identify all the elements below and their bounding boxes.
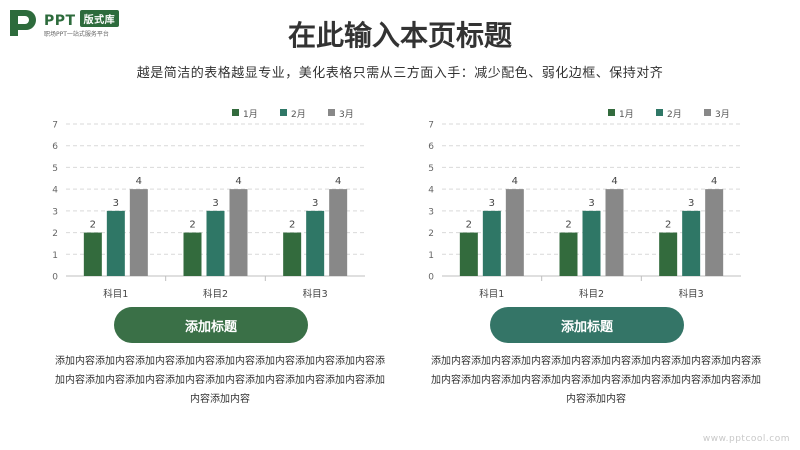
x-category-label: 科目3 <box>679 288 704 300</box>
legend-swatch <box>608 109 615 116</box>
bar-data-label: 3 <box>489 198 495 209</box>
bar-data-label: 2 <box>466 220 472 231</box>
bar-2月-科目2 <box>206 210 225 276</box>
x-category-label: 科目2 <box>579 288 604 300</box>
left-panel: 0 1 2 3 4 5 6 7 2 3 4 科目1 2 3 4 科目2 2 3 4 科目3 1月 2月 3月 添加标题 添加… <box>50 100 410 405</box>
right-add-title-button[interactable]: 添加标题 <box>490 307 684 343</box>
logo-name: PPT 版式库 <box>44 10 120 29</box>
legend-swatch <box>328 109 335 116</box>
page-title: 在此输入本页标题 <box>287 19 512 52</box>
legend-label: 2月 <box>667 109 682 120</box>
legend-label: 3月 <box>339 109 354 120</box>
bar-data-label: 4 <box>611 176 617 187</box>
bar-data-label: 3 <box>312 198 318 209</box>
bar-data-label: 4 <box>335 176 341 187</box>
bar-data-label: 4 <box>711 176 717 187</box>
right-bar-chart: 0 1 2 3 4 5 6 7 2 3 4 科目1 2 3 4 科目2 2 3 4 科目3 1月 2月 3月 <box>428 109 741 300</box>
bar-1月-科目1 <box>459 232 478 276</box>
legend-swatch <box>656 109 663 116</box>
bar-2月-科目1 <box>482 210 501 276</box>
bar-2月-科目3 <box>682 210 701 276</box>
y-tick-label: 3 <box>52 207 58 217</box>
logo-mark-icon <box>10 10 36 36</box>
y-tick-label: 7 <box>52 121 58 131</box>
left-description: 添加内容添加内容添加内容添加内容添加内容添加内容添加内容添加内容添加内容添加内容… <box>55 356 385 405</box>
right-panel: 0 1 2 3 4 5 6 7 2 3 4 科目1 2 3 4 科目2 2 3 4 科目3 1月 2月 3月 添加标题 添加… <box>426 100 786 405</box>
bar-3月-科目1 <box>129 189 148 276</box>
bar-1月-科目1 <box>83 232 102 276</box>
bar-3月-科目2 <box>229 189 248 276</box>
x-category-label: 科目1 <box>479 288 504 300</box>
right-description: 添加内容添加内容添加内容添加内容添加内容添加内容添加内容添加内容添加内容添加内容… <box>431 356 761 405</box>
legend-label: 3月 <box>715 109 730 120</box>
legend-swatch <box>704 109 711 116</box>
y-tick-label: 1 <box>52 251 58 261</box>
y-tick-label: 0 <box>52 273 58 283</box>
legend-swatch <box>280 109 287 116</box>
legend-label: 1月 <box>619 109 634 120</box>
bar-data-label: 2 <box>565 220 571 231</box>
bar-data-label: 3 <box>212 198 218 209</box>
y-tick-label: 4 <box>428 186 434 196</box>
bar-1月-科目2 <box>559 232 578 276</box>
y-tick-label: 2 <box>428 229 434 239</box>
left-add-title-button[interactable]: 添加标题 <box>114 307 308 343</box>
bar-3月-科目3 <box>329 189 348 276</box>
bar-data-label: 3 <box>588 198 594 209</box>
bar-data-label: 2 <box>289 220 295 231</box>
bar-data-label: 4 <box>512 176 518 187</box>
legend-label: 1月 <box>243 109 258 120</box>
logo-tagline: 职场PPT一站式服务平台 <box>44 31 109 38</box>
left-bar-chart: 0 1 2 3 4 5 6 7 2 3 4 科目1 2 3 4 科目2 2 3 4 科目3 1月 2月 3月 <box>52 109 365 300</box>
y-tick-label: 6 <box>52 142 58 152</box>
bar-data-label: 2 <box>189 220 195 231</box>
brand-logo: PPT 版式库 职场PPT一站式服务平台 <box>8 8 158 40</box>
y-tick-label: 6 <box>428 142 434 152</box>
bar-1月-科目3 <box>283 232 302 276</box>
y-tick-label: 3 <box>428 207 434 217</box>
y-tick-label: 4 <box>52 186 58 196</box>
page-subtitle: 越是简洁的表格越显专业，美化表格只需从三方面入手：减少配色、弱化边框、保持对齐 <box>136 66 664 81</box>
bar-2月-科目2 <box>582 210 601 276</box>
bar-3月-科目1 <box>505 189 524 276</box>
logo-badge: 版式库 <box>79 10 120 27</box>
bar-data-label: 4 <box>136 176 142 187</box>
x-category-label: 科目3 <box>303 288 328 300</box>
bar-3月-科目3 <box>705 189 724 276</box>
y-tick-label: 5 <box>428 164 434 174</box>
bar-data-label: 4 <box>235 176 241 187</box>
bar-data-label: 3 <box>688 198 694 209</box>
y-tick-label: 2 <box>52 229 58 239</box>
y-tick-label: 1 <box>428 251 434 261</box>
bar-1月-科目3 <box>659 232 678 276</box>
bar-data-label: 2 <box>665 220 671 231</box>
x-category-label: 科目1 <box>103 288 128 300</box>
bar-data-label: 3 <box>113 198 119 209</box>
bar-3月-科目2 <box>605 189 624 276</box>
bar-2月-科目1 <box>106 210 125 276</box>
legend-label: 2月 <box>291 109 306 120</box>
bar-1月-科目2 <box>183 232 202 276</box>
y-tick-label: 7 <box>428 121 434 131</box>
legend-swatch <box>232 109 239 116</box>
bar-data-label: 2 <box>90 220 96 231</box>
watermark: www.pptcool.com <box>702 434 790 444</box>
x-category-label: 科目2 <box>203 288 228 300</box>
y-tick-label: 0 <box>428 273 434 283</box>
bar-2月-科目3 <box>306 210 325 276</box>
y-tick-label: 5 <box>52 164 58 174</box>
